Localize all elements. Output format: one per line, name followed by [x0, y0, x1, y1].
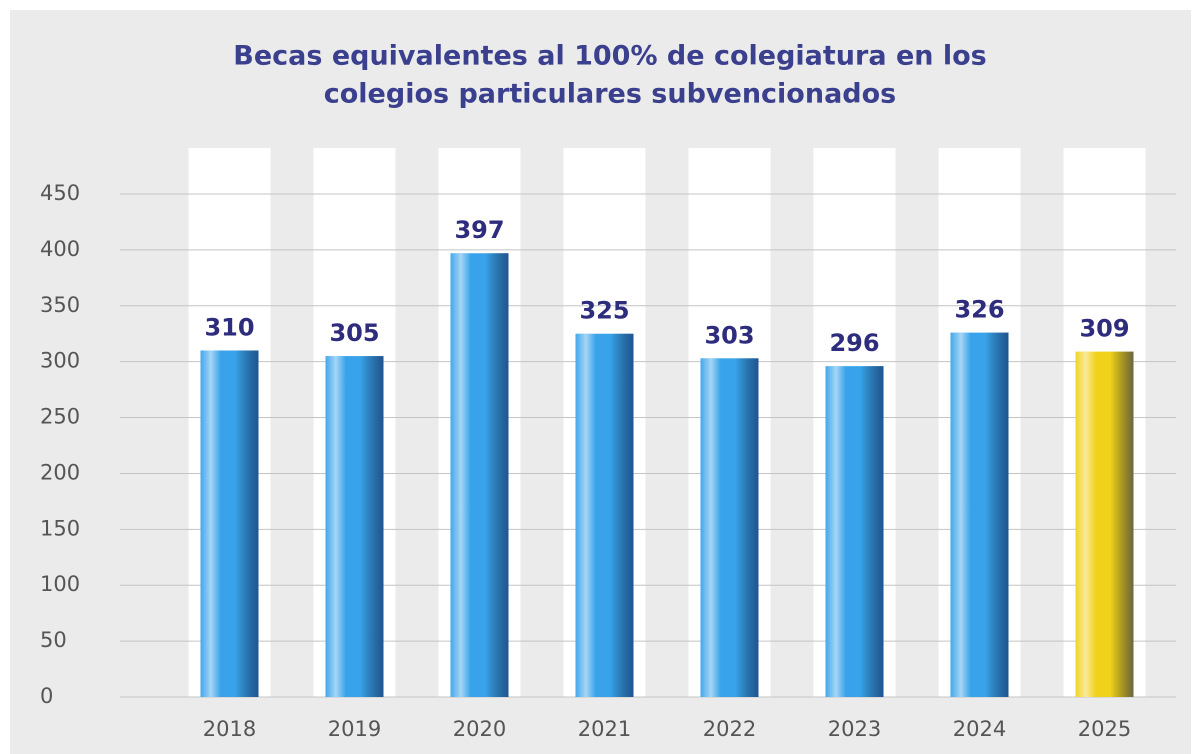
y-tick-label: 350	[40, 293, 80, 317]
x-tick-label: 2023	[828, 717, 881, 741]
bar-shading	[450, 253, 509, 697]
x-tick-label: 2024	[953, 717, 1006, 741]
bar-shading	[700, 358, 759, 697]
y-tick-label: 450	[40, 181, 80, 205]
bar-shading	[575, 333, 634, 697]
y-tick-label: 0	[40, 684, 53, 708]
y-tick-label: 50	[40, 628, 67, 652]
value-label: 326	[954, 296, 1004, 324]
value-label: 303	[704, 321, 754, 349]
x-tick-label: 2025	[1078, 717, 1131, 741]
x-tick-label: 2021	[578, 717, 631, 741]
value-label: 296	[829, 329, 879, 357]
chart-title: Becas equivalentes al 100% de colegiatur…	[233, 41, 987, 72]
bar-shading	[950, 332, 1009, 697]
chart-title: colegios particulares subvencionados	[324, 79, 897, 110]
value-label: 309	[1079, 315, 1129, 343]
y-tick-label: 400	[40, 237, 80, 261]
y-tick-label: 150	[40, 516, 80, 540]
y-tick-label: 200	[40, 460, 80, 484]
value-label: 397	[454, 216, 504, 244]
value-label: 310	[204, 313, 254, 341]
value-label: 325	[579, 297, 629, 325]
bar-shading	[325, 356, 384, 697]
x-tick-label: 2022	[703, 717, 756, 741]
x-tick-label: 2018	[203, 717, 256, 741]
bar-shading	[1075, 351, 1134, 697]
bar-shading	[825, 366, 884, 697]
x-tick-label: 2019	[328, 717, 381, 741]
y-tick-label: 300	[40, 349, 80, 373]
y-tick-label: 100	[40, 572, 80, 596]
y-tick-label: 250	[40, 405, 80, 429]
value-label: 305	[329, 319, 379, 347]
x-tick-label: 2020	[453, 717, 506, 741]
bar-shading	[200, 350, 259, 697]
